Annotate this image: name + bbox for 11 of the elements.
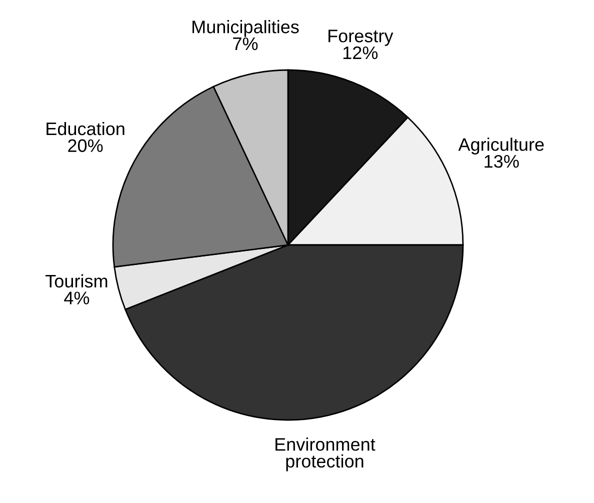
slice-label: Education [46, 122, 124, 136]
slice-label: Forestry [328, 30, 394, 46]
data-label: 13% [484, 154, 519, 168]
slice-label: Municipalities [192, 20, 299, 37]
slice-label: Environment protection [276, 438, 376, 472]
slice-label: Agriculture [458, 138, 544, 154]
data-label: 4% [64, 292, 90, 304]
data-label: 7% [233, 37, 258, 50]
data-label: 12% [343, 46, 378, 60]
data-label: 20% [68, 139, 103, 152]
slice-label: Tourism [46, 274, 108, 288]
